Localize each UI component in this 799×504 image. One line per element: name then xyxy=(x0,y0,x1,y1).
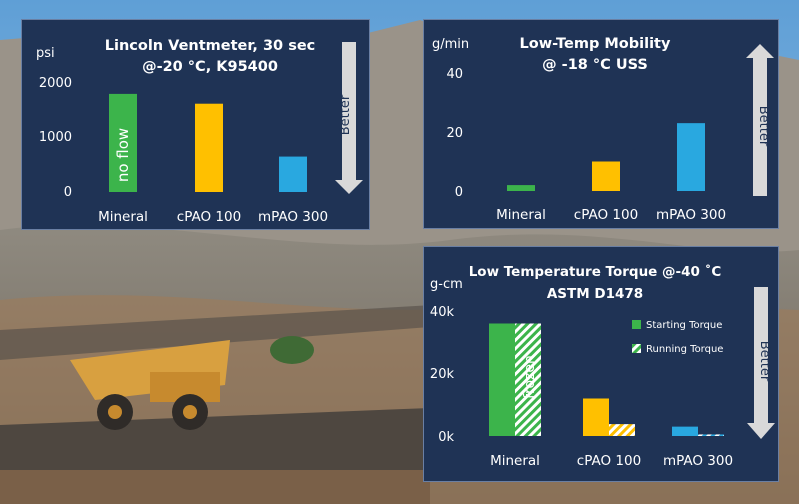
y-axis-label: g/min xyxy=(432,37,469,52)
bar-mpao-300-running-torque xyxy=(698,434,724,436)
y-tick-label: 40k xyxy=(430,305,455,320)
better-arrow-down: Better xyxy=(335,42,363,194)
legend: Starting Torque Running Torque xyxy=(632,320,723,355)
x-tick-label: cPAO 100 xyxy=(177,209,241,225)
better-label: Better xyxy=(756,106,771,147)
y-tick-label: 2000 xyxy=(39,76,72,91)
y-tick-label: 0 xyxy=(64,185,72,200)
bar-mpao-300-starting-torque xyxy=(672,426,698,436)
x-tick-label: Mineral xyxy=(98,209,148,225)
chart-subtitle: ASTM D1478 xyxy=(547,286,643,302)
x-tick-label: mPAO 300 xyxy=(663,453,733,469)
bar-annotation-frozen: frozen xyxy=(522,355,538,399)
bar-cpao-100-running-torque xyxy=(609,424,635,436)
bar-mineral-running-torque xyxy=(515,323,541,436)
legend-label: Starting Torque xyxy=(646,320,722,331)
legend-swatch-running xyxy=(632,344,641,353)
y-axis-label: psi xyxy=(36,46,55,61)
legend-swatch-starting xyxy=(632,320,641,329)
bar-mineral xyxy=(507,185,535,191)
y-tick-label: 20k xyxy=(430,367,455,382)
bar-mpao-300 xyxy=(677,123,705,191)
x-tick-label: cPAO 100 xyxy=(574,207,638,223)
x-tick-label: mPAO 300 xyxy=(656,207,726,223)
y-tick-label: 0 xyxy=(455,185,463,200)
bar-cpao-100 xyxy=(195,103,223,192)
chart-panel-torque: Low Temperature Torque @-40 ˚C ASTM D147… xyxy=(423,246,779,482)
bar-mineral-starting-torque xyxy=(489,323,515,436)
chart-title: Lincoln Ventmeter, 30 sec xyxy=(105,38,316,54)
y-axis-label: g-cm xyxy=(430,277,463,292)
y-tick-label: 1000 xyxy=(39,130,72,145)
bar-mpao-300 xyxy=(279,156,307,192)
better-arrow-up: Better xyxy=(746,44,774,196)
haul-truck xyxy=(70,340,230,430)
x-tick-label: cPAO 100 xyxy=(577,453,641,469)
y-tick-label: 0k xyxy=(438,430,454,445)
chart-subtitle: @-20 °C, K95400 xyxy=(142,59,278,75)
bar-mineral xyxy=(109,93,137,192)
bar-annotation-no-flow: no flow xyxy=(114,128,132,182)
y-tick-label: 40 xyxy=(446,67,463,82)
better-arrow-down: Better xyxy=(747,287,775,439)
better-label: Better xyxy=(757,341,772,382)
x-tick-label: mPAO 300 xyxy=(258,209,328,225)
x-tick-label: Mineral xyxy=(490,453,540,469)
chart-title: Low Temperature Torque @-40 ˚C xyxy=(469,263,722,280)
chart-title: Low-Temp Mobility xyxy=(520,36,671,52)
legend-label: Running Torque xyxy=(646,344,723,355)
chart-panel-ventmeter: Lincoln Ventmeter, 30 sec @-20 °C, K9540… xyxy=(21,19,370,230)
chart-subtitle: @ -18 °C USS xyxy=(542,57,648,73)
better-label: Better xyxy=(338,94,353,135)
x-tick-label: Mineral xyxy=(496,207,546,223)
bar-cpao-100 xyxy=(592,161,620,191)
bar-cpao-100-starting-torque xyxy=(583,398,609,436)
chart-panel-mobility: Low-Temp Mobility @ -18 °C USS g/min 0 2… xyxy=(423,19,779,229)
y-tick-label: 20 xyxy=(446,126,463,141)
